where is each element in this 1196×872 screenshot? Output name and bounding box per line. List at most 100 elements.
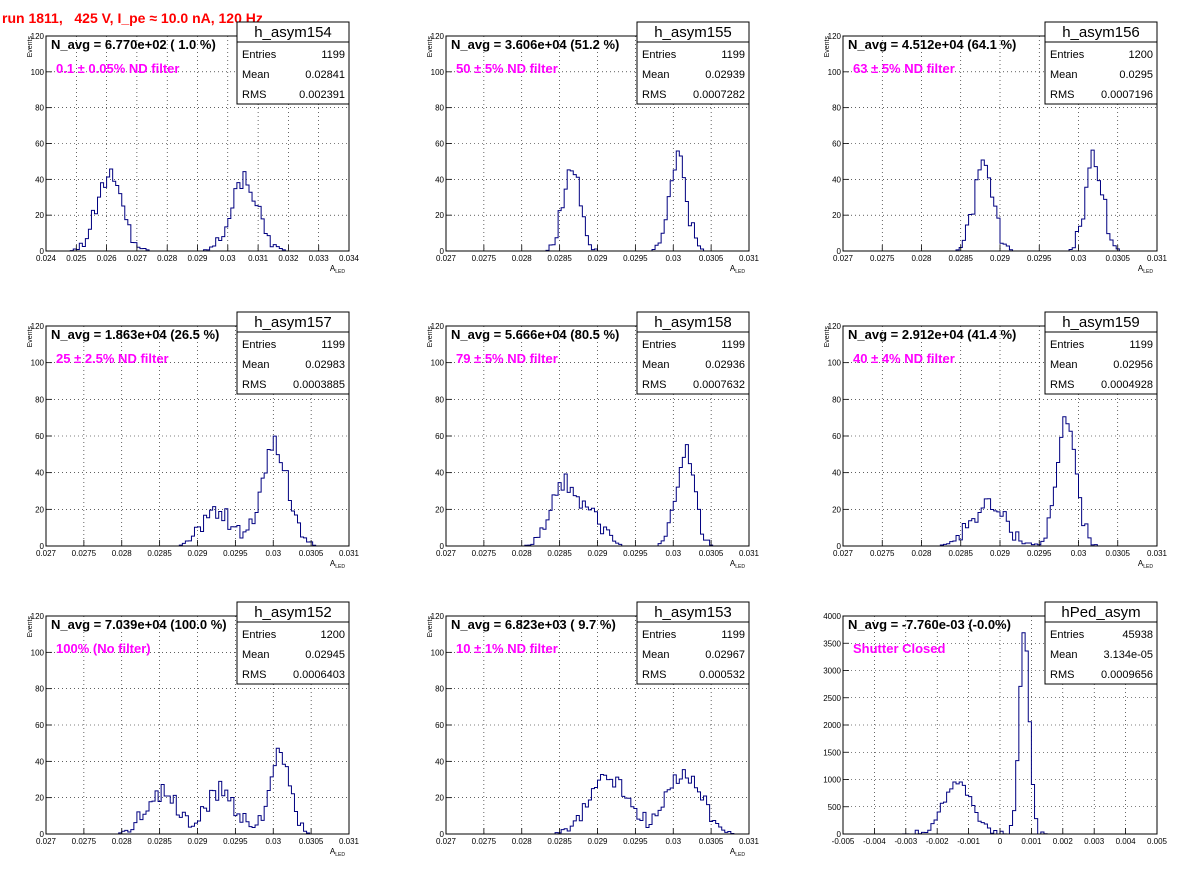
y-tick-label: 0 [837,247,842,256]
y-tick-label: 20 [35,211,44,220]
x-tick-label: 0.0295 [623,549,648,558]
stats-label: Entries [1050,339,1085,351]
y-axis-title: Events [427,616,434,638]
x-tick-label: 0.001 [1021,837,1042,846]
x-tick-label: 0.029 [990,549,1011,558]
y-tick-label: 120 [31,612,45,621]
x-axis-title: ALED [730,847,745,858]
x-axis-title: ALED [330,264,345,275]
x-tick-label: 0.0295 [1027,549,1052,558]
stats-label: Mean [242,69,270,81]
stats-label: RMS [642,379,666,391]
x-tick-label: 0.027 [36,837,57,846]
x-tick-label: 0.0285 [949,549,974,558]
stats-label: Entries [642,339,677,351]
x-tick-label: 0.028 [157,254,178,263]
x-tick-label: 0.03 [1071,549,1087,558]
stats-label: Entries [642,49,677,61]
navg-label: N_avg = 2.912e+04 (41.4 %) [848,327,1016,342]
stats-label: RMS [642,89,666,101]
x-tick-label: 0.027 [436,254,457,263]
x-axis-title: ALED [730,264,745,275]
stats-label: Mean [1050,649,1078,661]
stats-label: Entries [1050,629,1085,641]
x-tick-label: 0.034 [339,254,360,263]
y-axis-title: Events [824,36,831,58]
y-tick-label: 100 [31,648,45,657]
x-tick-label: 0.0275 [870,254,895,263]
y-tick-label: 80 [435,395,444,404]
x-axis-title: ALED [330,847,345,858]
histogram-series [46,747,349,835]
histogram-name: h_asym159 [1062,314,1140,331]
stats-label: Entries [1050,49,1085,61]
x-tick-label: 0.03 [265,549,281,558]
y-tick-label: 100 [828,68,842,77]
x-tick-label: 0.0305 [699,837,724,846]
stats-value: 0.0003885 [293,379,345,391]
x-axis-title: ALED [1138,264,1153,275]
histogram-name: h_asym158 [654,314,732,331]
x-tick-label: 0 [998,837,1003,846]
filter-label: 100% (No filter) [56,641,151,656]
stats-title-box [1044,601,1158,623]
x-tick-label: 0.03 [1071,254,1087,263]
stats-label: Mean [242,649,270,661]
filter-label: 0.1 ± 0.05% ND filter [56,61,179,76]
y-tick-label: 80 [435,685,444,694]
x-tick-label: 0.03 [665,254,681,263]
y-tick-label: 60 [35,721,44,730]
stats-label: Mean [642,359,670,371]
y-tick-label: 100 [31,68,45,77]
histogram-name: hPed_asym [1061,604,1140,621]
stats-value: 0.0004928 [1101,379,1153,391]
x-tick-label: 0.027 [833,549,854,558]
histogram-name: h_asym152 [254,604,332,621]
x-tick-label: 0.032 [278,254,299,263]
x-tick-label: 0.031 [739,254,760,263]
filter-label: 79 ± 5% ND filter [456,351,558,366]
x-tick-label: 0.0275 [72,549,97,558]
y-tick-label: 40 [832,175,841,184]
filter-label: 63 ± 5% ND filter [853,61,955,76]
stats-value: 1199 [321,339,345,351]
y-tick-label: 100 [31,359,45,368]
x-tick-label: 0.0275 [870,549,895,558]
stats-label: Entries [642,629,677,641]
y-tick-label: 60 [435,721,444,730]
x-tick-label: 0.028 [112,837,133,846]
filter-label: Shutter Closed [853,641,946,656]
stats-box [236,41,350,105]
x-tick-label: 0.024 [36,254,57,263]
stats-title-box [636,21,750,43]
y-tick-label: 40 [35,757,44,766]
histogram-series [46,435,349,547]
x-tick-label: 0.027 [436,837,457,846]
x-tick-label: 0.028 [512,837,533,846]
stats-value: 0.02956 [1113,359,1153,371]
stats-box [636,41,750,105]
y-tick-label: 100 [431,68,445,77]
x-tick-label: 0.029 [990,254,1011,263]
x-tick-label: 0.029 [587,254,608,263]
x-tick-label: 0.03 [665,549,681,558]
stats-label: RMS [1050,89,1074,101]
x-tick-label: 0.028 [911,254,932,263]
navg-label: N_avg = 3.606e+04 (51.2 %) [451,37,619,52]
y-tick-label: 60 [832,432,841,441]
x-tick-label: 0.027 [127,254,148,263]
filter-label: 10 ± 1% ND filter [456,641,558,656]
y-tick-label: 120 [828,322,842,331]
filter-label: 40 ± 4% ND filter [853,351,955,366]
x-tick-label: 0.0285 [147,549,172,558]
y-axis-title: Events [427,36,434,58]
filter-label: 25 ± 2.5% ND filter [56,351,169,366]
histogram-panel-h_asym152: 0.027 0.0275 0.028 0.0285 0.029 0.0295 0.03 0.0… [27,601,360,858]
navg-label: N_avg = 6.823e+03 ( 9.7 %) [451,617,616,632]
stats-value: 0.0007632 [693,379,745,391]
stats-title-box [1044,21,1158,43]
x-tick-label: 0.028 [512,549,533,558]
x-tick-label: 0.0305 [1106,254,1131,263]
x-tick-label: 0.03 [220,254,236,263]
stats-value: 0.0295 [1119,69,1153,81]
